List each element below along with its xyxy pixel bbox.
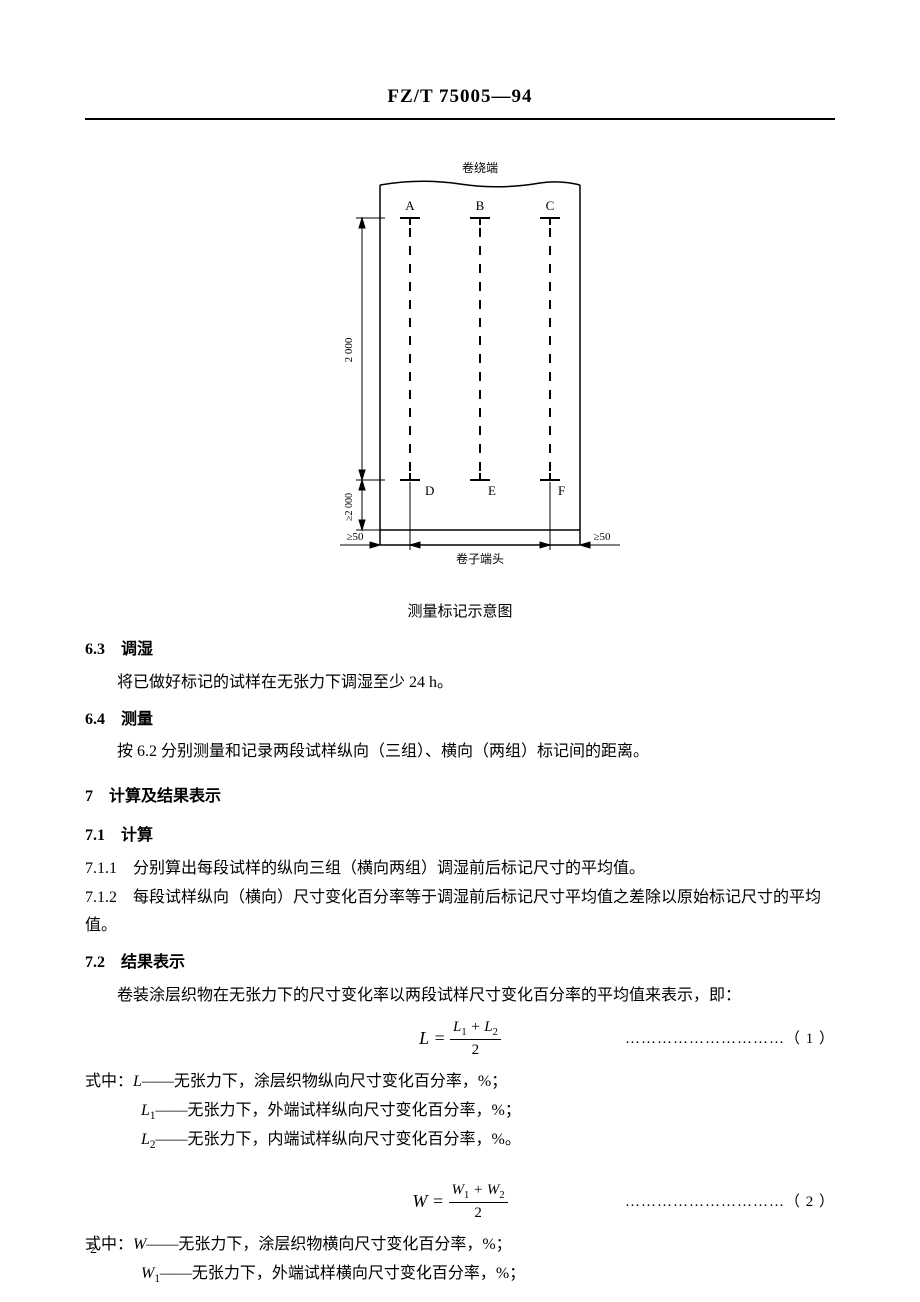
sect-7-1-num: 7.1 [85,827,105,844]
diagram-container: 卷绕端 卷子端头 A B C D E F [85,150,835,581]
sect-7-2-num: 7.2 [85,954,105,971]
body-7-1-2: 7.1.2 每段试样纵向（横向）尺寸变化百分率等于调湿前后标记尺寸平均值之差除以… [85,884,835,942]
eq1-where-L1: 无张力下，外端试样纵向尺寸变化百分率，%； [188,1102,521,1119]
eq1-where: 式中：L——无张力下，涂层织物纵向尺寸变化百分率，%； L1——无张力下，外端试… [85,1068,835,1155]
eq1-label: …………………………（ 1 ） [550,1026,835,1053]
sect-7-1-title: 计算 [121,827,153,844]
dim-gt2000: ≥2 000 [344,493,355,521]
section-6-3: 6.3 调湿 [85,636,835,665]
sect-6-3-title: 调湿 [121,641,153,658]
mark-f: F [558,483,565,498]
eq2-den: 2 [449,1203,508,1223]
section-7: 7 计算及结果表示 [85,783,835,812]
page-header: FZ/T 75005—94 [85,80,835,120]
sect-7-title: 计算及结果表示 [109,788,221,805]
lead-7-2: 卷装涂层织物在无张力下的尺寸变化率以两段试样尺寸变化百分率的平均值来表示，即： [85,982,835,1011]
eq1-where-head: 式中： [85,1073,133,1090]
eq1-where-L: 无张力下，涂层织物纵向尺寸变化百分率，%； [174,1073,507,1090]
equation-1: L = L1 + L2 2 …………………………（ 1 ） [85,1019,835,1060]
body-6-4: 按 6.2 分别测量和记录两段试样纵向（三组）、横向（两组）标记间的距离。 [85,738,835,767]
sect-6-4-num: 6.4 [85,711,105,728]
dim-2000: 2 000 [343,337,355,362]
section-7-2: 7.2 结果表示 [85,949,835,978]
mark-a: A [405,198,415,213]
label-bottom: 卷子端头 [456,551,504,566]
body-7-1-1: 7.1.1 分别算出每段试样的纵向三组（横向两组）调湿前后标记尺寸的平均值。 [85,855,835,884]
sect-6-4-title: 测量 [121,711,153,728]
sect-6-3-num: 6.3 [85,641,105,658]
sect-7-2-title: 结果表示 [121,954,185,971]
mark-d: D [425,483,434,498]
mark-c: C [546,198,555,213]
eq2-where-W1: 无张力下，外端试样横向尺寸变化百分率，%； [192,1265,525,1282]
label-top: 卷绕端 [462,160,498,175]
sect-7-num: 7 [85,788,93,805]
page-number: 2 [90,1237,97,1262]
body-6-3: 将已做好标记的试样在无张力下调湿至少 24 h。 [85,669,835,698]
measurement-diagram: 卷绕端 卷子端头 A B C D E F [290,150,630,570]
mark-b: B [476,198,485,213]
eq1-den: 2 [450,1040,501,1060]
diagram-caption: 测量标记示意图 [85,599,835,626]
mark-e: E [488,483,496,498]
section-6-4: 6.4 测量 [85,706,835,735]
dim-gt50-r: ≥50 [593,531,611,543]
section-7-1: 7.1 计算 [85,822,835,851]
eq2-where: 式中：W——无张力下，涂层织物横向尺寸变化百分率，%； W1——无张力下，外端试… [85,1231,835,1289]
eq1-where-L2: 无张力下，内端试样纵向尺寸变化百分率，%。 [188,1131,521,1148]
dim-gt50-l: ≥50 [346,531,364,543]
eq2-lhs: W [412,1190,427,1210]
eq2-label: …………………………（ 2 ） [550,1189,835,1216]
equation-2: W = W1 + W2 2 …………………………（ 2 ） [85,1182,835,1223]
eq2-where-W: 无张力下，涂层织物横向尺寸变化百分率，%； [178,1236,511,1253]
eq1-lhs: L [419,1028,429,1048]
